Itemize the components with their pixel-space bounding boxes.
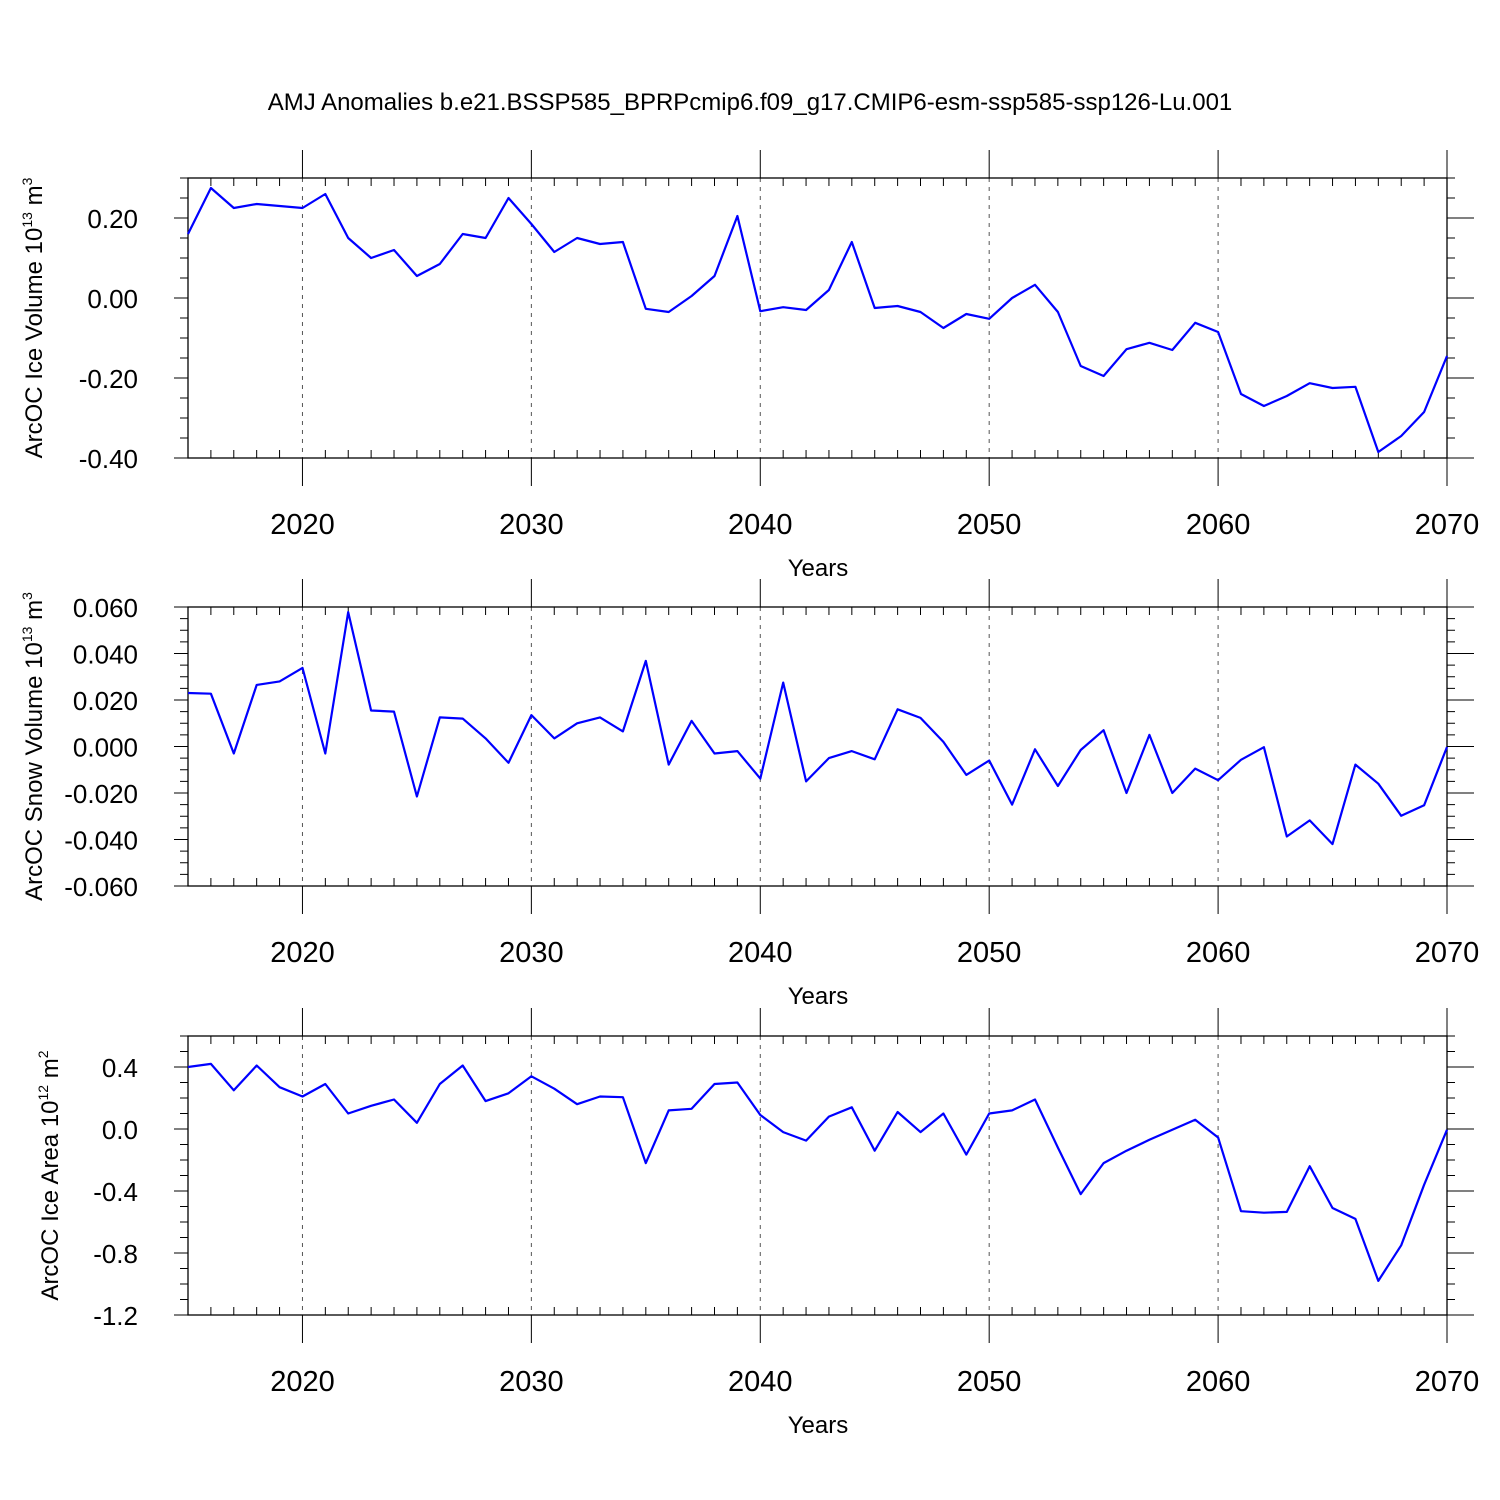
plot-frame [187,177,1448,459]
y-tick-label: -0.4 [93,1177,138,1207]
plot-frame [187,606,1448,887]
x-tick-label-2030: 2030 [499,1366,564,1398]
x-tick-label-2020: 2020 [270,509,335,541]
x-tick-label-2050: 2050 [957,1366,1022,1398]
y-axis-label: ArcOC Ice Volume 1013 m3 [19,177,48,458]
x-axis-label: Years [788,555,849,582]
x-axis-label: Years [788,983,849,1010]
y-tick-label: 0.4 [102,1053,138,1083]
y-tick-label: -0.20 [79,364,138,394]
panel-2: 2020 2030 2040 2050 2060 2070 -0.060 -0.040 -0.0… [19,579,1479,1010]
x-tick-label-2030: 2030 [499,509,564,541]
x-axis-label: Years [788,1412,849,1439]
y-tick-label: 0.00 [87,284,138,314]
y-tick-label: 0.040 [73,640,138,670]
x-tick-label-2030: 2030 [499,937,564,969]
y-tick-label: 0.20 [87,204,138,234]
y-tick-label: 0.0 [102,1115,138,1145]
y-axis-label: ArcOC Snow Volume 1013 m3 [19,592,48,901]
x-tick-label-2040: 2040 [728,1366,793,1398]
x-tick-label-2050: 2050 [957,509,1022,541]
y-tick-label: -1.2 [93,1301,138,1331]
y-tick-label: 0.020 [73,686,138,716]
x-tick-label-2070: 2070 [1415,1366,1480,1398]
series-line [187,610,1449,846]
series-line [187,186,1449,454]
x-tick-label-2020: 2020 [270,1366,335,1398]
panel-3: 2020 2030 2040 2050 2060 2070 -1.2 -0.8 -0.4 0.0 0… [35,1008,1479,1439]
x-tick-label-2060: 2060 [1186,509,1251,541]
figure-title: AMJ Anomalies b.e21.BSSP585_BPRPcmip6.f0… [268,89,1233,116]
x-tick-label-2060: 2060 [1186,937,1251,969]
x-tick-label-2040: 2040 [728,937,793,969]
x-tick-label-2020: 2020 [270,937,335,969]
y-tick-label: -0.040 [64,826,138,856]
x-tick-label-2070: 2070 [1415,509,1480,541]
plot-frame [187,1035,1448,1316]
x-tick-label-2050: 2050 [957,937,1022,969]
series-line [187,1062,1449,1283]
x-tick-label-2070: 2070 [1415,937,1480,969]
x-tick-label-2040: 2040 [728,509,793,541]
y-tick-label: 0.060 [73,593,138,623]
y-tick-label: -0.40 [79,444,138,474]
panel-1: 2020 2030 2040 2050 2060 2070 -0.40 -0.20 0.00 0.… [19,150,1479,582]
y-tick-label: -0.060 [64,872,138,902]
x-tick-label-2060: 2060 [1186,1366,1251,1398]
y-tick-label: -0.020 [64,779,138,809]
y-tick-label: 0.000 [73,733,138,763]
y-tick-label: -0.8 [93,1239,138,1269]
y-axis-label: ArcOC Ice Area 1012 m2 [35,1050,64,1300]
